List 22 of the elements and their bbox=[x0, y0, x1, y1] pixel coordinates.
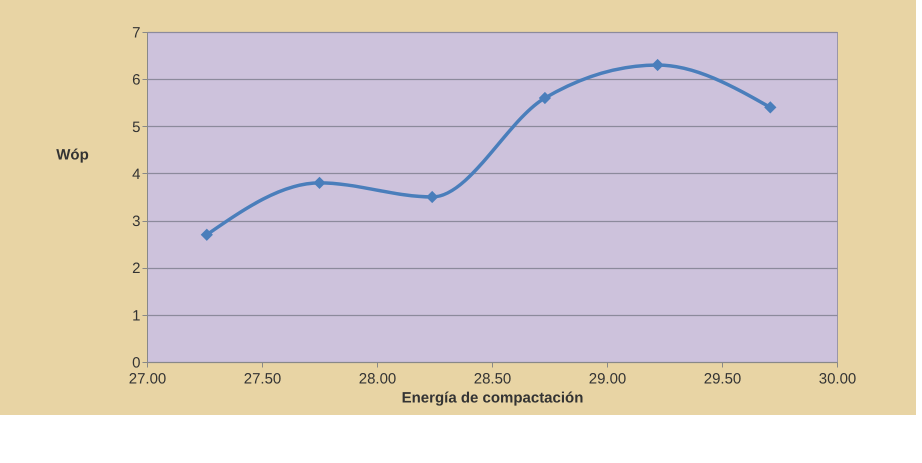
x-tick-label: 29.00 bbox=[588, 370, 626, 388]
point bbox=[538, 92, 552, 104]
y-tick-label: 5 bbox=[132, 118, 140, 136]
x-tick-label: 28.50 bbox=[474, 370, 512, 388]
y-tick-label: 1 bbox=[132, 307, 140, 324]
x-tick-label: 27.00 bbox=[128, 370, 166, 388]
y-tick-label: 0 bbox=[132, 354, 140, 372]
y-tick-label: 6 bbox=[132, 72, 140, 89]
x-tick-label: 29.50 bbox=[704, 370, 742, 388]
point bbox=[426, 190, 438, 204]
y-tick-label: 4 bbox=[132, 166, 140, 183]
point bbox=[764, 101, 776, 114]
y-tick-label: 3 bbox=[132, 213, 140, 230]
y-axis-title: Wóp bbox=[56, 146, 89, 164]
x-tick-label: 27.50 bbox=[244, 370, 282, 388]
x-tick-label: 28.00 bbox=[358, 370, 396, 388]
x-tick-label: 30.00 bbox=[818, 370, 856, 388]
point bbox=[200, 228, 213, 241]
x-axis-title: Energía de compactación bbox=[402, 390, 584, 406]
y-tick-label: 2 bbox=[132, 260, 140, 278]
point bbox=[313, 176, 326, 189]
y-tick-label: 7 bbox=[132, 24, 140, 42]
